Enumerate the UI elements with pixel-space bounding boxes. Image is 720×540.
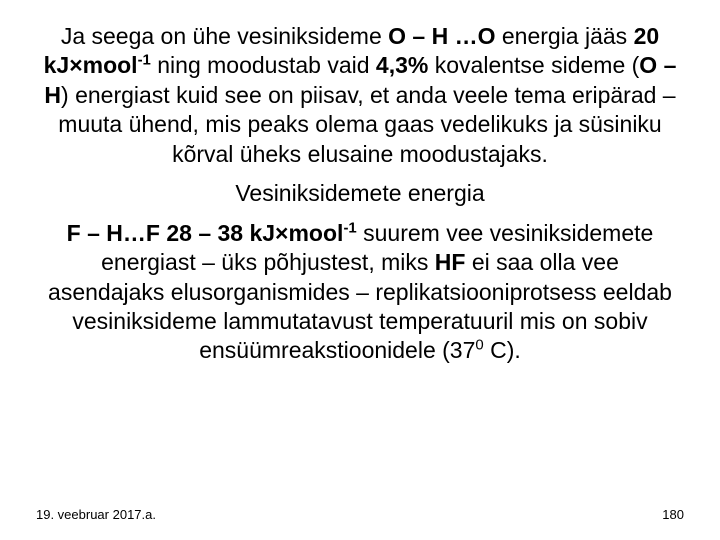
p3-b2: HF xyxy=(435,249,466,275)
slide: Ja seega on ühe vesiniksideme O – H …O e… xyxy=(0,0,720,540)
p3-sup2: 0 xyxy=(475,337,483,354)
p1-t5: ) energiast kuid see on piisav, et anda … xyxy=(58,82,675,167)
p1-b1: O – H …O xyxy=(388,23,495,49)
p1-sup1: -1 xyxy=(138,52,151,69)
slide-content: Ja seega on ühe vesiniksideme O – H …O e… xyxy=(40,22,680,366)
p1-t2: energia jääs xyxy=(495,23,633,49)
paragraph-3: F – H…F 28 – 38 kJ×mool-1 suurem vee ves… xyxy=(40,219,680,366)
p1-t4: kovalentse sideme ( xyxy=(428,52,639,78)
p1-t3: ning moodustab vaid xyxy=(151,52,376,78)
p3-t3: C). xyxy=(484,337,521,363)
p3-b1: F – H…F 28 – 38 kJ×mool xyxy=(67,220,344,246)
p1-b3: 4,3% xyxy=(376,52,428,78)
p3-sup1: -1 xyxy=(343,219,356,236)
p1-t1: Ja seega on ühe vesiniksideme xyxy=(61,23,388,49)
paragraph-1: Ja seega on ühe vesiniksideme O – H …O e… xyxy=(40,22,680,169)
footer-date: 19. veebruar 2017.a. xyxy=(36,507,156,522)
paragraph-2: Vesiniksidemete energia xyxy=(40,179,680,208)
page-number: 180 xyxy=(662,507,684,522)
